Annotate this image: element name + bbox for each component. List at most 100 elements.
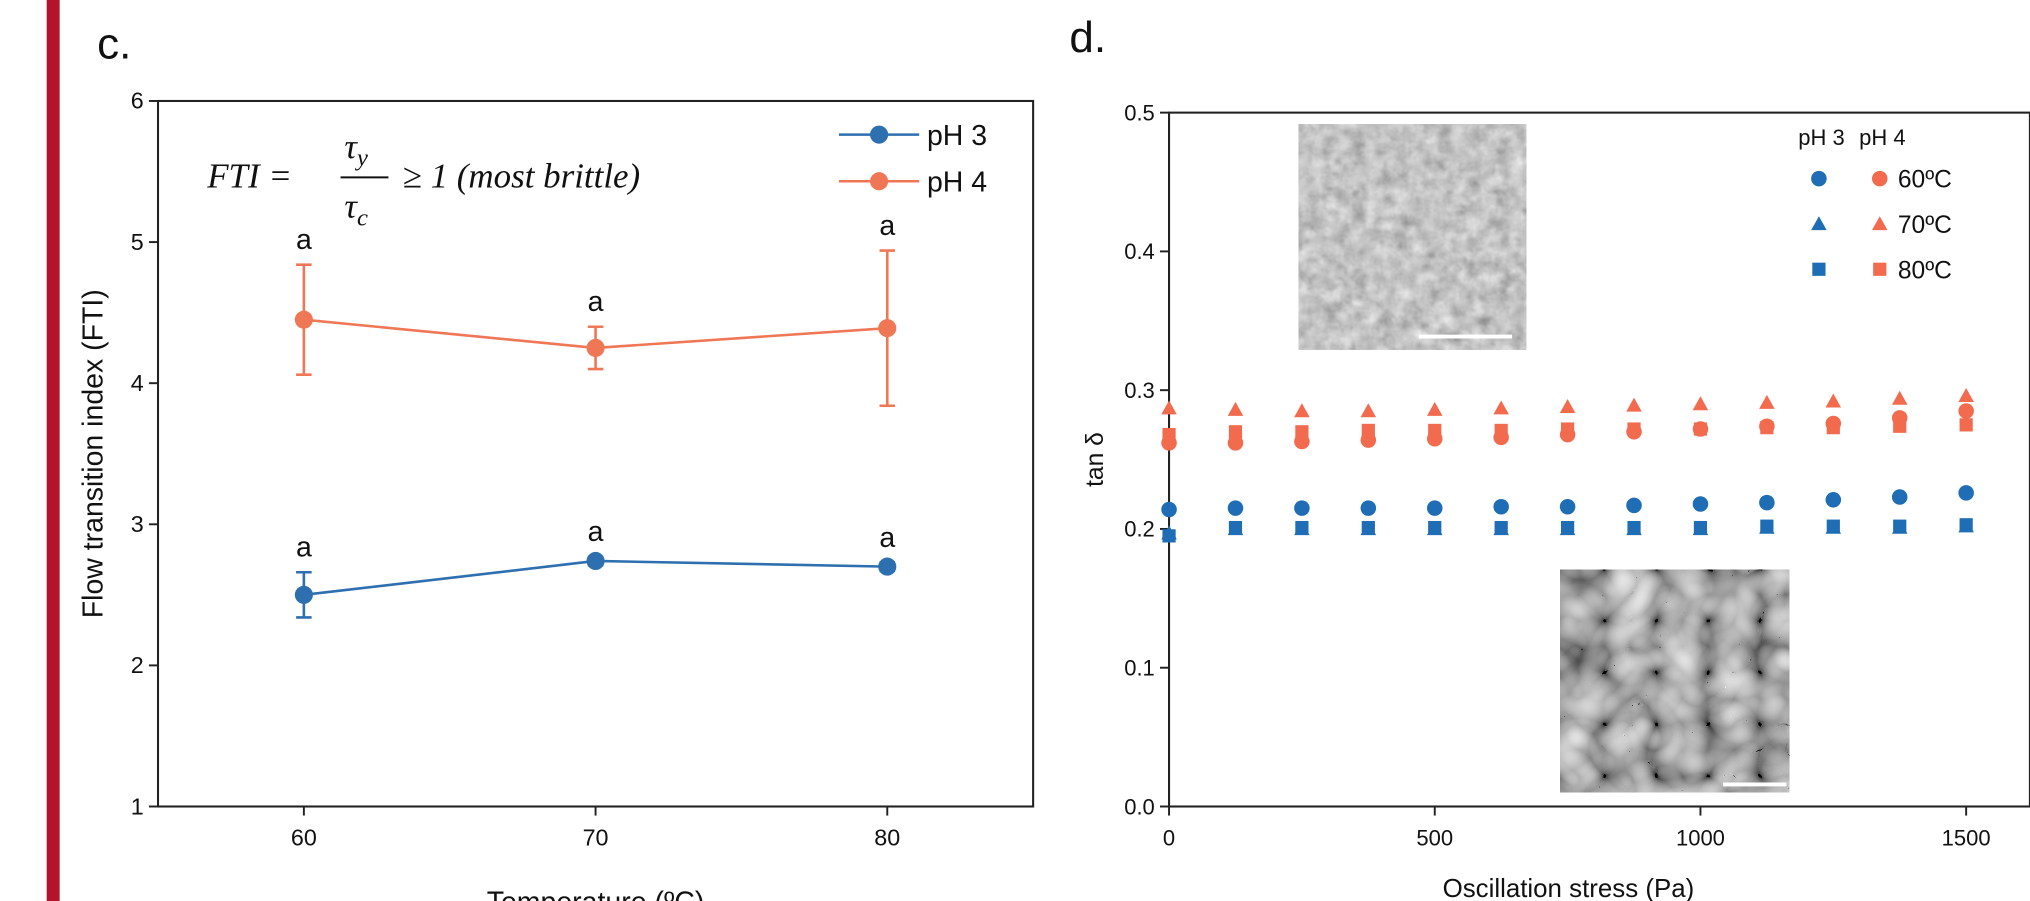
y-axis-title: Flow transition index (FTI) (77, 289, 109, 618)
data-point (1161, 400, 1177, 415)
data-point (294, 585, 313, 604)
significance-label: a (879, 210, 895, 242)
data-point (1227, 401, 1244, 416)
data-point (1958, 485, 1974, 501)
significance-label: a (296, 224, 312, 256)
data-point (1959, 518, 1973, 532)
legend-label: pH 4 (927, 167, 987, 199)
accent-bar (46, 0, 60, 901)
y-tick-label: 0.1 (1124, 655, 1155, 680)
data-point (1693, 520, 1708, 535)
legend-label: pH 3 (927, 120, 987, 152)
equation-denominator: τc (344, 186, 368, 231)
legend-marker (1871, 170, 1888, 187)
data-point (1161, 501, 1177, 518)
data-point (1227, 500, 1244, 516)
x-axis-title: Temperature (ºC) (487, 886, 705, 901)
equation-numerator-symbol: τ (344, 127, 358, 166)
data-point (1361, 520, 1375, 535)
data-point (1759, 394, 1775, 409)
data-point (1162, 529, 1176, 543)
data-point (1560, 422, 1575, 436)
significance-label: a (588, 286, 604, 318)
inset-sem-bottom (1560, 569, 1790, 793)
data-point (1559, 498, 1576, 515)
data-point (1958, 387, 1974, 402)
legend-label: 70ºC (1898, 212, 1952, 239)
legend-label: 60ºC (1898, 167, 1952, 194)
data-point (1361, 423, 1375, 438)
data-point (1692, 396, 1709, 411)
significance-label: a (879, 522, 895, 554)
data-point (1627, 422, 1641, 436)
data-point (1428, 520, 1442, 535)
data-point (1891, 489, 1908, 505)
data-point (878, 557, 897, 576)
x-tick-label: 1500 (1942, 825, 1991, 850)
data-point (1826, 421, 1840, 435)
significance-label: a (588, 516, 604, 548)
data-point (1891, 390, 1908, 405)
significance-label: a (296, 532, 312, 564)
equation-numerator: τy (344, 127, 368, 172)
data-point (1559, 399, 1576, 414)
data-point (1426, 500, 1443, 516)
data-point (1493, 400, 1509, 415)
equation-denominator-symbol: τ (344, 186, 358, 225)
data-point (878, 319, 897, 338)
data-point (1294, 500, 1310, 516)
x-tick-label: 60 (291, 824, 317, 850)
data-point (1426, 401, 1443, 416)
data-point (1560, 520, 1575, 535)
y-tick-label: 4 (131, 370, 144, 396)
legend-group-header: pH 3 (1798, 125, 1844, 150)
data-point (1626, 397, 1642, 412)
data-point (1227, 435, 1244, 451)
y-tick-label: 2 (131, 652, 144, 678)
legend-marker (1811, 170, 1827, 187)
x-tick-label: 1000 (1676, 825, 1725, 850)
x-tick-label: 500 (1416, 825, 1453, 850)
x-tick-label: 0 (1163, 825, 1175, 850)
data-point (1494, 423, 1508, 438)
data-point (294, 310, 313, 329)
data-point (1825, 492, 1842, 508)
data-point (1228, 425, 1243, 439)
data-point (1825, 393, 1842, 408)
data-point (1627, 520, 1641, 535)
y-tick-label: 1 (131, 793, 144, 819)
y-tick-label: 3 (131, 511, 144, 537)
y-tick-label: 0.5 (1124, 100, 1155, 125)
data-point (1760, 421, 1774, 435)
legend-group-header: pH 4 (1859, 125, 1905, 150)
data-point (1826, 519, 1840, 533)
data-point (1493, 498, 1509, 515)
y-axis-title: tan δ (1082, 432, 1109, 487)
inset-sem-top (1298, 124, 1527, 350)
plot-frame (156, 99, 1035, 808)
legend-marker (1873, 262, 1887, 276)
data-point (586, 551, 605, 571)
data-point (1893, 419, 1907, 433)
data-point (1893, 519, 1907, 533)
legend-marker (870, 125, 889, 144)
panel-label: d. (1069, 13, 1106, 62)
data-point (1626, 497, 1642, 514)
equation-rhs: ≥ 1 (most brittle) (403, 157, 641, 196)
data-point (1759, 494, 1775, 511)
data-point (1494, 520, 1508, 535)
equation-denominator-subscript: c (357, 204, 368, 231)
y-tick-label: 0.2 (1124, 517, 1155, 542)
panel-label: c. (97, 19, 131, 68)
data-point (1294, 403, 1310, 418)
data-point (1693, 422, 1708, 436)
y-tick-label: 5 (131, 229, 144, 255)
y-tick-label: 6 (131, 88, 144, 114)
y-tick-label: 0.0 (1124, 794, 1155, 819)
legend-marker (1871, 216, 1888, 231)
equation-lhs: FTI = (206, 157, 292, 196)
x-tick-label: 70 (583, 824, 609, 850)
equation-numerator-subscript: y (354, 145, 368, 172)
